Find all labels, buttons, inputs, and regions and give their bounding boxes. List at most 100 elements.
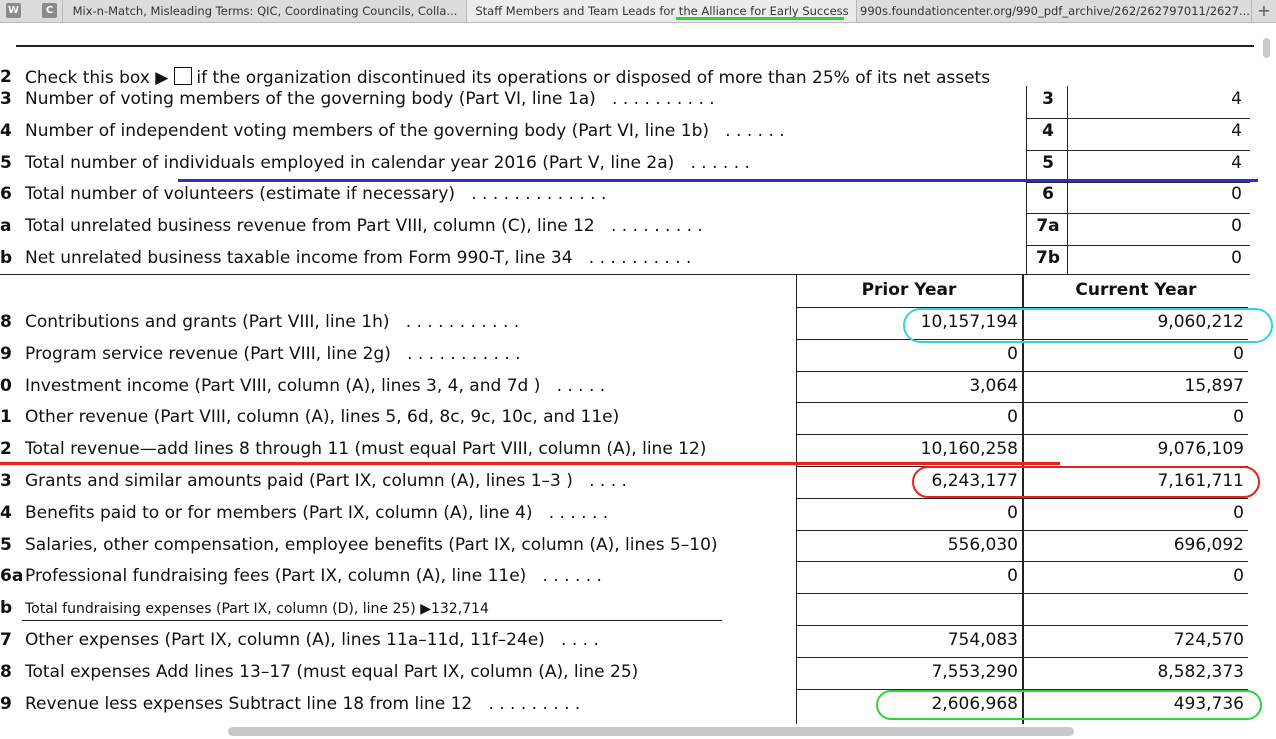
row-label-text: Benefits paid to or for members (Part IX… [25,502,533,523]
row-label: Professional fundraising fees (Part IX, … [25,566,602,586]
row-label: Investment income (Part VIII, column (A)… [25,376,605,396]
prior-year-value: 0 [1007,566,1018,587]
prior-year-value: 2,606,968 [931,693,1018,714]
governance-value: 0 [1231,184,1242,205]
prior-year-value: 0 [1007,407,1018,428]
section-divider [0,274,1250,275]
governance-value: 0 [1231,248,1242,268]
row-label-text: Total expenses Add lines 13–17 (must equ… [25,661,639,682]
row-label: Contributions and grants (Part VIII, lin… [25,312,519,332]
row-label: Total number of volunteers (estimate if … [25,184,606,204]
current-year-value: 15,897 [1184,375,1244,396]
row-label: Total revenue—add lines 8 through 11 (mu… [25,439,723,459]
row-rule [1026,118,1250,119]
row-label-text: Contributions and grants (Part VIII, lin… [25,312,390,332]
line-number: 2 [0,67,12,87]
current-year-value: 0 [1233,343,1244,364]
row-rule [1026,149,1250,151]
leader-dots: . . . . . . . . . [488,693,581,714]
row-label-text: Total number of volunteers (estimate if … [25,184,456,205]
row-rule [796,370,1248,372]
line-number: 4 [0,502,12,523]
top-rule [16,45,1254,47]
current-year-value: 9,060,212 [1157,312,1244,332]
row-label: Net unrelated business taxable income fr… [25,248,691,268]
row-rule [1026,245,1250,247]
leader-dots: . . . . . . [542,566,602,587]
leader-dots: . . . . . . [725,120,785,141]
row-rule [796,307,1248,308]
line-number: 3 [0,471,12,491]
row-rule [796,338,1248,340]
row-rule [796,561,1248,563]
row-rule [796,688,1248,690]
current-year-value: 8,582,373 [1157,661,1244,682]
line-number: 8 [0,661,12,682]
row-label: Number of independent voting members of … [25,121,785,141]
line-number: 5 [0,152,12,173]
row-label-text: Grants and similar amounts paid (Part IX… [25,471,573,491]
tab-990-pdf[interactable]: 990s.foundationcenter.org/990_pdf_archiv… [856,0,1253,22]
green-circle-annotation [876,690,1262,720]
line-reference: 7a [1036,216,1060,237]
row-label: Total number of individuals employed in … [25,153,750,173]
row-label-text: Total fundraising expenses (Part IX, col… [25,601,489,618]
governance-value: 4 [1231,152,1242,173]
leader-dots: . . . . . . . . . . [612,89,715,109]
row-label-text: Investment income (Part VIII, column (A)… [25,375,541,396]
row-label-text: Total revenue—add lines 8 through 11 (mu… [25,439,707,460]
row-label: Other revenue (Part VIII, column (A), li… [25,407,635,427]
current-year-value: 0 [1233,502,1244,523]
line-number: 8 [0,312,12,332]
fundraising-underline [22,620,722,622]
leader-dots: . . . . [561,630,599,650]
row-rule [796,529,1248,531]
row-rule [1026,181,1250,183]
tab-staff-members[interactable]: Staff Members and Team Leads for the All… [466,0,857,22]
row-label-text: Professional fundraising fees (Part IX, … [25,566,527,587]
row-rule [796,402,1248,404]
line-number: 1 [0,407,12,428]
horizontal-scrollbar[interactable] [228,727,1074,736]
row-label: Other expenses (Part IX, column (A), lin… [25,630,599,650]
line-reference: 4 [1042,120,1054,141]
prior-year-value: 754,083 [947,630,1018,650]
current-year-value: 0 [1233,566,1244,587]
row-label-text: Other expenses (Part IX, column (A), lin… [25,630,545,650]
new-tab-button[interactable]: + [1251,0,1276,22]
row-label-text: Revenue less expenses Subtract line 18 f… [25,693,473,714]
cyan-circle-annotation [903,308,1273,343]
row-rule [796,497,1248,499]
current-year-value: 493,736 [1173,693,1244,714]
line-number: 2 [0,439,12,460]
line-number: b [0,598,13,619]
row-rule [796,625,1248,626]
line-number: 4 [0,120,12,141]
row-rule [796,434,1248,436]
current-year-value: 724,570 [1173,630,1244,650]
row-rule [1026,213,1250,215]
vertical-scrollbar[interactable] [1263,38,1270,58]
line-2-label: Check this box ▶ if the organization disc… [25,67,990,88]
line-number: 6 [0,184,12,205]
leader-dots: . . . . . . . . . . . . . [471,184,607,205]
line-number: 5 [0,534,12,555]
w-app-icon[interactable]: W [6,3,21,18]
row-label-text: Total number of individuals employed in … [25,152,675,173]
leader-dots: . . . . . [556,375,606,396]
row-label-text: Net unrelated business taxable income fr… [25,248,573,268]
leader-dots: . . . . . . . . . . . [405,312,520,332]
prior-year-value: 3,064 [969,375,1018,396]
prior-year-header: Prior Year [861,280,957,300]
line-reference: 6 [1042,184,1054,205]
c-app-icon[interactable]: C [42,3,57,18]
row-label: Benefits paid to or for members (Part IX… [25,503,608,523]
discontinued-checkbox[interactable] [174,67,193,85]
prior-year-value: 10,157,194 [920,312,1018,332]
leader-dots: . . . . [589,471,627,491]
tab-mix-n-match[interactable]: Mix-n-Match, Misleading Terms: QIC, Coor… [62,0,467,22]
row-label: Number of voting members of the governin… [25,89,715,109]
leader-dots: . . . . . . [690,152,750,173]
line-number: 3 [0,89,12,109]
leader-dots: . . . . . . . . . [610,216,703,237]
